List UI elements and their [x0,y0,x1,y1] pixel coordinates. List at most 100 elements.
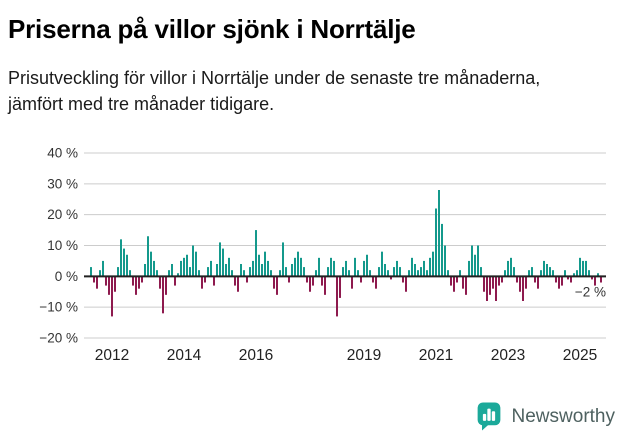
chart-bar [594,276,596,286]
y-axis-tick-label: 20 % [47,208,78,223]
chart-bar [375,276,377,290]
y-axis-tick-label: −10 % [39,300,78,315]
chart-bar [387,270,389,277]
chart-bar [225,264,227,277]
chart-bar [327,267,329,277]
chart-bar [519,276,521,293]
newsworthy-brand-link[interactable]: Newsworthy [475,401,615,432]
chart-bar [216,264,218,277]
chart-bar [420,267,422,277]
chart-bar [453,276,455,293]
chart-bar [567,276,569,280]
chart-bar [144,264,146,277]
x-axis-tick-label: 2014 [167,347,202,364]
chart-bar [279,270,281,277]
chart-bar [582,261,584,277]
chart-subtitle: Prisutveckling för villor i Norrtälje un… [8,68,541,115]
chart-bar [234,276,236,286]
chart-bar [432,252,434,277]
chart-bar [156,270,158,277]
chart-bar [441,224,443,277]
chart-bar [336,276,338,317]
chart-bar [591,276,593,280]
chart-bar [210,261,212,277]
price-chart: 40 % 30 % 20 % 10 % 0 % −10 % −20 % 2012 2014 201… [0,143,631,378]
chart-bar [114,276,116,293]
chart-bar [108,276,110,296]
chart-bar [168,270,170,277]
chart-bar [477,245,479,277]
newsworthy-logo-icon [477,402,500,431]
chart-bar [165,276,167,296]
chart-bar [294,258,296,277]
chart-bar [426,270,428,277]
x-axis-tick-label: 2025 [563,347,597,364]
chart-bar [186,255,188,277]
chart-bar [363,261,365,277]
chart-bar [204,276,206,283]
chart-bar [543,261,545,277]
chart-bar [417,270,419,277]
chart-bar [561,276,563,286]
chart-bar [300,258,302,277]
chart-bar [486,276,488,302]
chart-bar [597,273,599,277]
chart-bar [135,276,137,296]
chart-bar [93,276,95,283]
chart-bar [348,270,350,277]
chart-bar [261,264,263,277]
chart-bar [366,255,368,277]
chart-bar [132,276,134,286]
chart-bar [537,276,539,290]
chart-bar [129,270,131,277]
chart-bar [447,270,449,277]
chart-bar [243,270,245,277]
chart-bar [423,261,425,277]
chart-bar [516,276,518,283]
chart-bar [123,248,125,277]
chart-bar [150,252,152,277]
chart-bar [153,261,155,277]
chart-bar [96,276,98,290]
chart-bar [111,276,113,317]
last-value-annotation: −2 % [575,285,606,300]
chart-bar [465,276,467,296]
header: Priserna på villor sjönk i Norrtälje Pri… [0,0,631,117]
chart-bar [411,258,413,277]
chart-bar [531,267,533,277]
chart-bar [393,267,395,277]
chart-bar [390,276,392,280]
chart-bar [321,276,323,286]
chart-bar [579,258,581,277]
chart-bar [297,252,299,277]
chart-bar [198,270,200,277]
chart-bar [396,261,398,277]
chart-bar [399,267,401,277]
chart-bar [192,245,194,277]
chart-bar [90,267,92,277]
x-axis-tick-label: 2021 [419,347,453,364]
chart-bar [570,276,572,283]
chart-bar [303,267,305,277]
chart-bar [333,261,335,277]
x-axis-tick-label: 2016 [239,347,273,364]
chart-bar [402,276,404,283]
chart-bar [312,276,314,286]
chart-bar [99,270,101,277]
chart-bar [306,276,308,283]
chart-bar [558,276,560,290]
chart-bar [138,276,140,290]
chart-bar [357,270,359,277]
chart-bar [384,264,386,277]
chart-bar [267,261,269,277]
chart-bar [315,270,317,277]
chart-bar [444,245,446,277]
chart-bar [576,270,578,277]
chart-bar [372,276,374,283]
chart-bar [510,258,512,277]
chart-bar [219,242,221,277]
chart-bar [600,276,602,283]
chart-bar [249,267,251,277]
chart-bar [585,261,587,277]
chart-bar [588,270,590,277]
